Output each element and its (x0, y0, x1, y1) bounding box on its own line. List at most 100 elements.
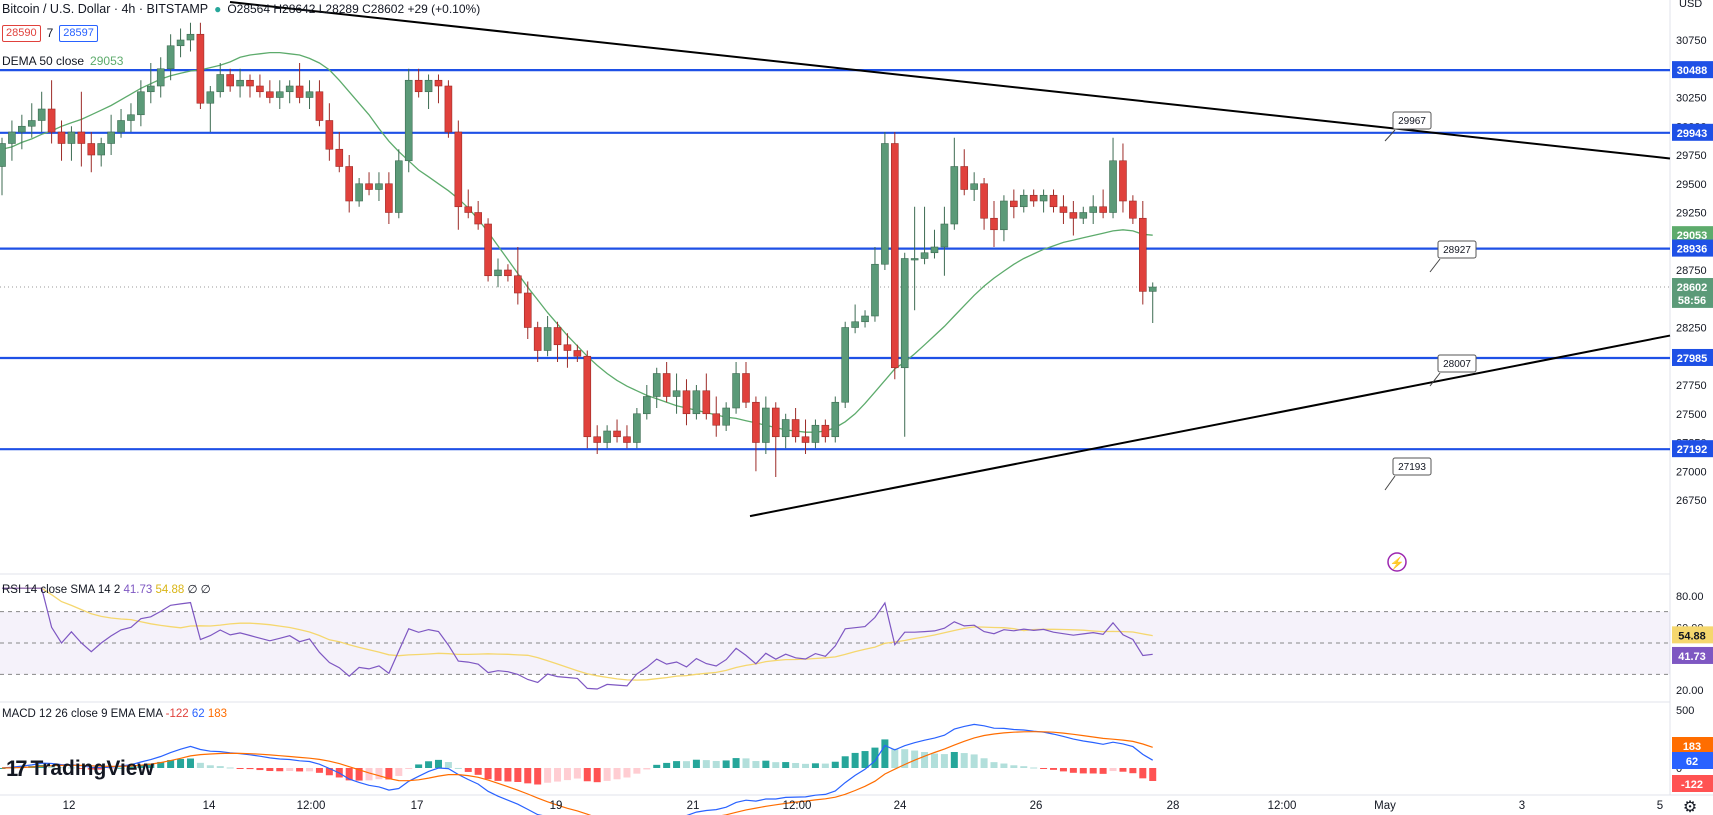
candle-body (474, 212, 482, 225)
macd-histogram-bar (603, 768, 611, 781)
macd-histogram-bar (821, 763, 829, 768)
dema-value: 29053 (90, 54, 124, 68)
time-tick-label: 14 (203, 800, 216, 812)
macd-histogram-bar (137, 764, 145, 768)
macd-histogram-bar (881, 739, 889, 768)
candle-body (8, 131, 16, 144)
callout-box (1392, 111, 1432, 130)
macd-histogram-bar (593, 768, 601, 783)
macd-histogram-bar (484, 768, 492, 780)
price-tick-label: 27500 (1676, 409, 1707, 421)
candle-body (801, 436, 810, 443)
macd-histogram-bar (117, 767, 125, 769)
candle-body (771, 407, 780, 438)
candle-body (1119, 160, 1127, 202)
macd-histogram-bar (226, 767, 234, 769)
price-tick-label: 29500 (1676, 179, 1707, 191)
candle-body (633, 413, 641, 443)
price-callout: 28007 (1429, 354, 1477, 387)
macd-histogram-bar (434, 759, 442, 768)
market-status-dot: ● (214, 2, 222, 16)
candle-body (335, 148, 344, 167)
price-callout: 28927 (1429, 240, 1477, 273)
macd-histogram-bar (494, 768, 502, 781)
candle-body (831, 401, 840, 438)
macd-histogram-bar (1139, 768, 1147, 779)
macd-histogram-bar (157, 761, 165, 768)
candle-body (424, 79, 433, 93)
candle-body (732, 373, 740, 409)
macd-histogram-bar (1079, 768, 1087, 774)
dema-legend[interactable]: DEMA 50 close 29053 (2, 52, 129, 70)
price-tick-label: 27000 (1676, 466, 1707, 478)
candle-body (256, 85, 264, 93)
macd-histogram-bar (474, 768, 482, 775)
macd-histogram-bar (177, 758, 185, 768)
candle-body (1129, 200, 1137, 219)
alert-icon (1387, 552, 1407, 572)
candle-body (692, 390, 701, 415)
macd-histogram-bar (970, 754, 978, 768)
symbol-title[interactable]: Bitcoin / U.S. Dollar · 4h · BITSTAMP (2, 2, 209, 16)
price-tick-label: 26750 (1676, 495, 1707, 507)
macd-histogram-bar (186, 758, 194, 768)
macd-histogram-bar (1050, 768, 1058, 770)
macd-histogram-bar (504, 768, 512, 782)
ohlc-readout: O28564 H28642 L28289 C28602 +29 (+0.10%) (227, 2, 481, 16)
price-tick-label: 29750 (1676, 150, 1707, 162)
macd-axis-badge-text: 62 (1686, 756, 1698, 768)
candle-body (57, 131, 66, 144)
sell-price[interactable]: 28590 (2, 24, 41, 42)
macd-histogram-bar (1069, 768, 1077, 773)
candle-body (385, 183, 393, 213)
trendline-resistance (229, 1, 1671, 160)
macd-histogram-bar (196, 762, 204, 768)
price-axis-badge (1672, 290, 1713, 308)
candle-body (762, 407, 770, 443)
tradingview-logo[interactable]: 17 TradingView (6, 756, 154, 782)
candle-body (642, 396, 651, 415)
candle-body (1139, 217, 1147, 292)
macd-legend[interactable]: MACD 12 26 close 9 EMA EMA -122 62 183 (2, 708, 227, 720)
candle-body (722, 407, 730, 426)
macd-histogram-bar (276, 768, 284, 772)
candle-body (176, 39, 185, 47)
rsi-legend[interactable]: RSI 14 close SMA 14 2 41.73 54.88 ∅ ∅ (2, 582, 211, 596)
candle-body (137, 91, 145, 116)
alert-bolt-icon: ⚡ (1390, 556, 1405, 570)
candle-body (156, 68, 165, 87)
rsi-sma-line (2, 587, 1153, 681)
candle-body (970, 183, 978, 190)
macd-histogram-bar (1020, 766, 1028, 768)
macd-histogram-bar (1099, 768, 1107, 774)
candle-body (47, 108, 56, 133)
candle-body (77, 131, 86, 144)
currency-label[interactable]: USD (1679, 0, 1703, 10)
price-axis-badge (1672, 226, 1713, 244)
buy-price[interactable]: 28597 (59, 24, 98, 42)
time-tick-label: 21 (687, 800, 700, 812)
candle-body (573, 350, 582, 357)
price-axis-badge-text: 27192 (1677, 444, 1708, 456)
macd-axis-badge (1672, 752, 1713, 769)
candle-body (107, 131, 115, 144)
price-tick-label: 28750 (1676, 265, 1707, 277)
price-axis-badge-text: 29943 (1677, 128, 1708, 140)
candle-body (890, 143, 899, 369)
price-tick-label: 30250 (1676, 93, 1707, 105)
bid-ask-row: 28590 7 28597 (2, 24, 104, 42)
rsi-sma-value: 54.88 (155, 584, 185, 596)
candle-body (900, 258, 909, 369)
macd-histogram-bar (306, 768, 314, 772)
settings-gear-icon[interactable]: ⚙ (1683, 799, 1697, 815)
candle-body (345, 166, 354, 202)
candle-body (355, 183, 363, 202)
candle-body (851, 321, 859, 328)
candle-body (563, 344, 572, 351)
candle-body (394, 160, 403, 213)
candle-body (186, 33, 195, 41)
candle-body (18, 125, 26, 133)
candle-body (1039, 194, 1048, 202)
macd-histogram-bar (246, 768, 254, 770)
